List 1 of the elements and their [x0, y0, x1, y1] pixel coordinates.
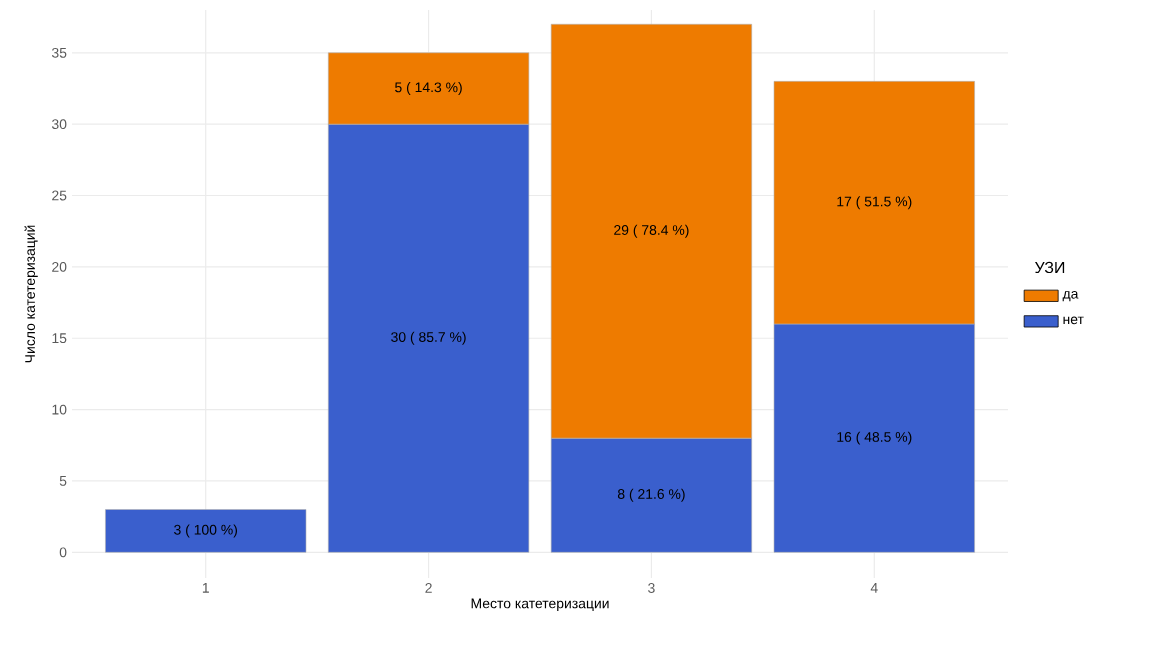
bar	[105, 509, 307, 553]
